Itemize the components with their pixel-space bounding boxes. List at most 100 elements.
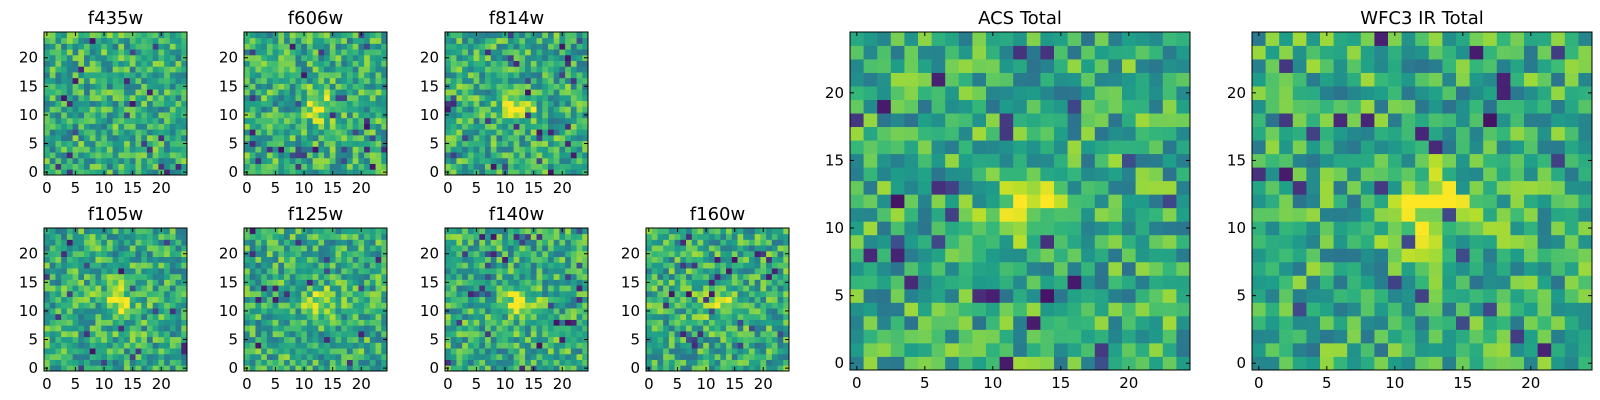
heatmap-cell [462, 273, 469, 280]
heatmap-cell [450, 336, 457, 343]
heatmap-cell [760, 342, 767, 349]
heatmap-cell [301, 106, 308, 113]
heatmap-cell [720, 359, 727, 366]
heatmap-cell [181, 72, 188, 79]
heatmap-cell [106, 60, 114, 67]
heatmap-cell [547, 77, 555, 84]
heatmap-cell [152, 117, 159, 124]
heatmap-cell [341, 146, 348, 153]
heatmap-cell [525, 245, 532, 252]
heatmap-cell [467, 37, 474, 44]
heatmap-cell [931, 315, 946, 330]
heatmap-cell [369, 163, 376, 170]
heatmap-cell [61, 365, 68, 372]
heatmap-cell [513, 348, 520, 355]
heatmap-cell [78, 43, 85, 50]
heatmap-cell [278, 60, 285, 67]
heatmap-cell [697, 273, 704, 280]
heatmap-cell [479, 112, 486, 119]
heatmap-cell [266, 365, 273, 372]
heatmap-cell [141, 342, 148, 349]
heatmap-cell [341, 353, 348, 360]
heatmap-cell [565, 94, 572, 102]
heatmap-cell [335, 365, 342, 372]
heatmap-cell [777, 228, 784, 235]
heatmap-cell [106, 49, 114, 56]
heatmap-cell [536, 66, 543, 73]
heatmap-cell [536, 37, 543, 44]
heatmap-cell [112, 72, 119, 79]
heatmap-cell [175, 250, 182, 257]
heatmap-cell [301, 296, 308, 303]
heatmap-cell [496, 60, 503, 67]
heatmap-cell [536, 296, 543, 303]
heatmap-cell [565, 273, 572, 280]
heatmap-cell [146, 256, 154, 263]
heatmap-cell [169, 365, 176, 372]
heatmap-cell [731, 250, 738, 257]
heatmap-cell [473, 77, 480, 84]
heatmap-cell [1013, 194, 1028, 209]
heatmap-cell [1176, 261, 1191, 276]
heatmap-cell [760, 290, 767, 298]
heatmap-cell [272, 359, 279, 366]
heatmap-cell [152, 152, 159, 159]
heatmap-cell [986, 342, 1000, 357]
heatmap-cell [272, 262, 279, 269]
heatmap-cell [255, 273, 262, 280]
heatmap-cell [358, 129, 365, 136]
heatmap-cell [918, 248, 932, 263]
heatmap-cell [530, 336, 537, 343]
heatmap-cell [748, 233, 756, 240]
heatmap-cell [49, 273, 56, 280]
heatmap-cell [473, 296, 480, 303]
heatmap-cell [312, 325, 319, 332]
heatmap-cell [278, 152, 285, 159]
heatmap-cell [771, 296, 778, 303]
heatmap-cell [542, 72, 549, 79]
heatmap-cell [697, 313, 704, 320]
heatmap-cell [507, 239, 515, 246]
heatmap-cell [101, 233, 108, 240]
heatmap-cell [513, 117, 520, 124]
heatmap-cell [301, 152, 308, 159]
heatmap-cell [714, 233, 721, 240]
heatmap-cell [284, 353, 291, 360]
heatmap-cell [49, 313, 56, 320]
heatmap-cell [101, 330, 108, 338]
heatmap-cell [306, 279, 314, 286]
heatmap-cell [904, 180, 919, 195]
heatmap-cell [335, 228, 342, 235]
heatmap-cell [249, 279, 256, 286]
heatmap-cell [66, 273, 73, 280]
heatmap-cell [986, 288, 1000, 303]
heatmap-cell [863, 261, 878, 276]
heatmap-cell [766, 302, 773, 309]
heatmap-cell [496, 365, 503, 372]
heatmap-cell [306, 313, 314, 320]
heatmap-cell [364, 89, 371, 96]
heatmap-cell [1149, 194, 1164, 209]
heatmap-cell [547, 296, 555, 303]
heatmap-cell [674, 313, 681, 320]
heatmap-cell [152, 54, 159, 61]
heatmap-cell [686, 233, 693, 240]
heatmap-cell [754, 290, 761, 298]
heatmap-cell [737, 296, 744, 303]
heatmap-cell [525, 60, 532, 67]
heatmap-cell [496, 89, 503, 96]
heatmap-cell [559, 273, 566, 280]
heatmap-cell [1135, 180, 1150, 195]
heatmap-cell [318, 100, 325, 107]
heatmap-cell [55, 112, 62, 119]
heatmap-cell [743, 365, 750, 372]
heatmap-cell [335, 123, 342, 130]
heatmap-cell [972, 180, 987, 195]
heatmap-cell [135, 146, 142, 153]
heatmap-cell [146, 308, 154, 315]
heatmap-cell [169, 140, 176, 147]
heatmap-cell [519, 319, 526, 326]
heatmap-cell [164, 94, 171, 102]
heatmap-cell [570, 83, 577, 90]
heatmap-cell [141, 100, 148, 107]
